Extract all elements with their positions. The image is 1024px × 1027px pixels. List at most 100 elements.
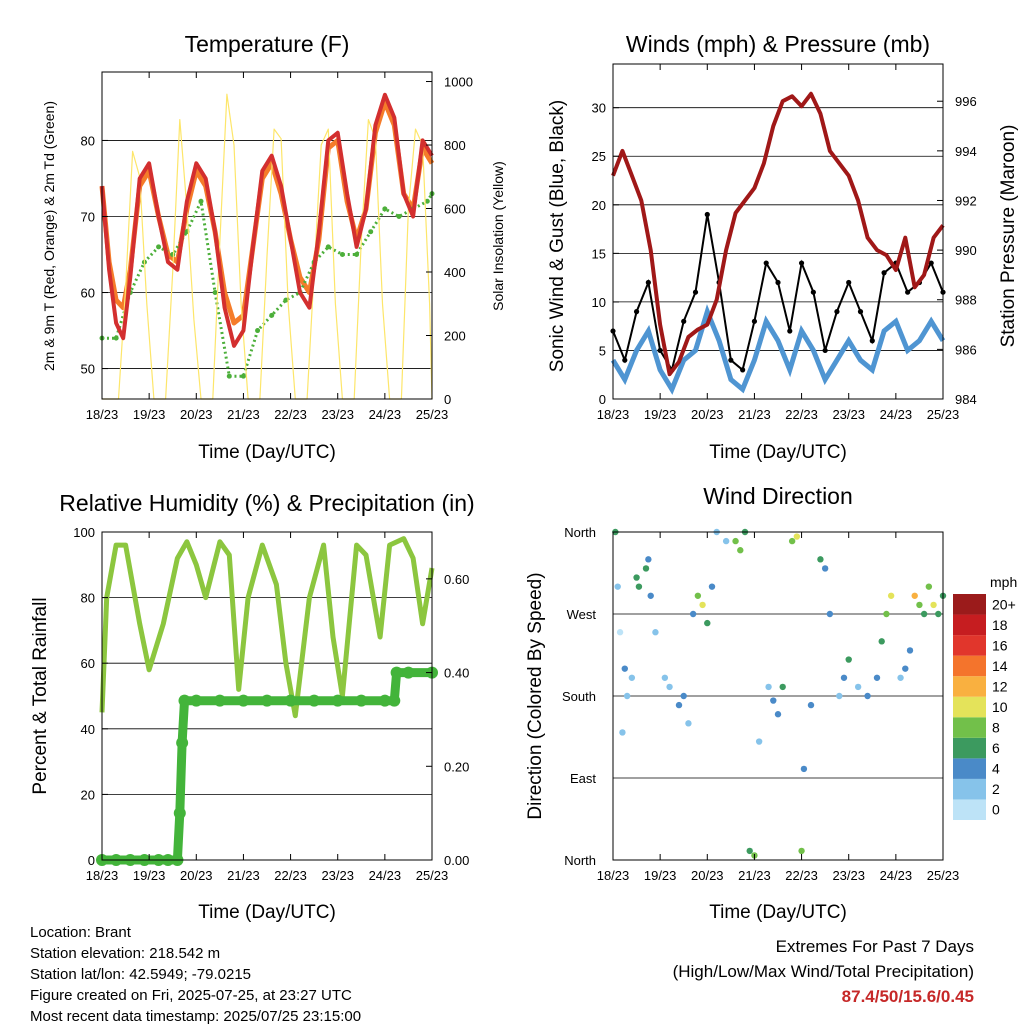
winds-ylabel-right: Station Pressure (Maroon) (998, 125, 1019, 348)
colorbar-label: 0 (992, 802, 1000, 818)
precip-point (176, 736, 189, 749)
direction-point (873, 674, 881, 681)
humidity-ytick-label: 40 (81, 722, 95, 737)
precip-point (355, 694, 368, 707)
winds-xtick-label: 23/23 (832, 407, 865, 422)
direction-point (623, 692, 631, 700)
colorbar-swatch (953, 676, 986, 697)
colorbar-label: 16 (992, 637, 1008, 653)
direction-xtick-label: 23/23 (832, 868, 865, 883)
temperature-y2tick-label: 0 (444, 392, 451, 407)
winds-y2tick-label: 996 (955, 94, 977, 109)
precip-point (402, 666, 415, 679)
direction-ytick-label: South (562, 689, 596, 704)
temperature-y2tick-label: 600 (444, 202, 466, 217)
direction-xtick-label: 25/23 (927, 868, 960, 883)
temperature-ytick-label: 50 (81, 362, 95, 377)
direction-point (935, 610, 942, 618)
direction-xtick-label: 21/23 (738, 868, 771, 883)
temperature-y2tick-label: 1000 (444, 75, 473, 90)
humidity-ytick-label: 0 (88, 853, 95, 868)
wind-line (610, 304, 946, 395)
temperature-ylabel-right: Solar Insolation (Yellow) (490, 161, 506, 311)
precip-point (390, 666, 403, 679)
temperature-xtick-label: 22/23 (274, 407, 307, 422)
winds-y2tick-label: 984 (955, 392, 977, 407)
colorbar-label: 10 (992, 699, 1008, 715)
humidity-xtick-label: 24/23 (369, 868, 402, 883)
winds-xtick-label: 22/23 (785, 407, 818, 422)
direction-point (779, 683, 786, 691)
direction-point (666, 683, 673, 691)
winds-xtick-label: 21/23 (738, 407, 771, 422)
direction-point (642, 565, 650, 572)
temperature-xtick-label: 19/23 (133, 407, 166, 422)
direction-point (788, 537, 796, 545)
temperature-y2tick-label: 800 (444, 138, 466, 153)
temperature-xtick-label: 18/23 (86, 407, 119, 422)
winds-plot-frame (612, 63, 944, 400)
temperature-ylabel-left: 2m & 9m T (Red, Orange) & 2m Td (Green) (41, 101, 57, 371)
direction-point (675, 701, 683, 709)
direction-point (722, 537, 730, 545)
direction-point (732, 537, 739, 545)
colorbar-label: 14 (992, 658, 1008, 674)
precip-point (331, 694, 344, 707)
pressure-line (611, 91, 945, 377)
direction-point (737, 547, 744, 554)
humidity-plot-frame (101, 531, 433, 861)
colorbar-label: 8 (992, 720, 1000, 736)
temperature-ytick-label: 60 (81, 286, 95, 301)
colorbar-swatch (953, 799, 986, 820)
colorbar-label: 18 (992, 617, 1008, 633)
colorbar-swatch (953, 696, 986, 718)
direction-point (807, 701, 815, 709)
direction-plot-frame (612, 531, 944, 861)
temperature-title: Temperature (F) (185, 31, 350, 57)
winds-ytick-label: 30 (592, 101, 606, 116)
info-elevation: Station elevation: 218.542 m (30, 945, 221, 962)
precip-point (213, 694, 226, 707)
direction-point (680, 692, 687, 700)
direction-panel: Wind Direction NorthEastSouthWestNorth18… (525, 483, 1017, 923)
humidity-y2tick-label: 0.00 (444, 853, 469, 868)
humidity-xtick-label: 20/23 (180, 868, 213, 883)
humidity-xlabel: Time (Day/UTC) (198, 902, 336, 923)
direction-point (694, 592, 702, 599)
winds-y2tick-label: 994 (955, 144, 977, 159)
direction-point (685, 720, 692, 727)
colorbar-swatch (953, 737, 986, 759)
humidity-panel: Relative Humidity (%) & Precipitation (i… (30, 490, 475, 923)
winds-xtick-label: 20/23 (691, 407, 724, 422)
direction-point (699, 601, 706, 609)
humidity-ytick-label: 20 (81, 787, 95, 802)
winds-ytick-label: 15 (592, 246, 606, 261)
direction-point (628, 674, 636, 681)
temperature-y2tick-label: 200 (444, 329, 466, 344)
direction-point (826, 610, 834, 618)
humidity-xtick-label: 25/23 (416, 868, 449, 883)
direction-point (746, 847, 753, 855)
humidity-ytick-label: 80 (81, 591, 95, 606)
temperature-xtick-label: 21/23 (227, 407, 260, 422)
temperature-xtick-label: 24/23 (369, 407, 402, 422)
humidity-ytick-label: 60 (81, 656, 95, 671)
direction-point (652, 629, 659, 636)
winds-y2tick-label: 988 (955, 293, 977, 308)
direction-point (840, 674, 848, 681)
extremes-heading: Extremes For Past 7 Days (775, 937, 974, 956)
colorbar-swatch (953, 778, 986, 800)
direction-point (635, 583, 643, 590)
direction-ytick-label: North (564, 853, 596, 868)
humidity-xtick-label: 23/23 (321, 868, 354, 883)
direction-point (800, 765, 808, 773)
direction-point (854, 683, 862, 691)
humidity-y2tick-label: 0.60 (444, 572, 469, 587)
winds-y2tick-label: 990 (955, 243, 977, 258)
direction-point (930, 601, 937, 609)
direction-point (708, 583, 716, 590)
extremes-values: 87.4/50/15.6/0.45 (841, 987, 974, 1006)
direction-point (633, 574, 640, 581)
direction-point (661, 674, 669, 681)
